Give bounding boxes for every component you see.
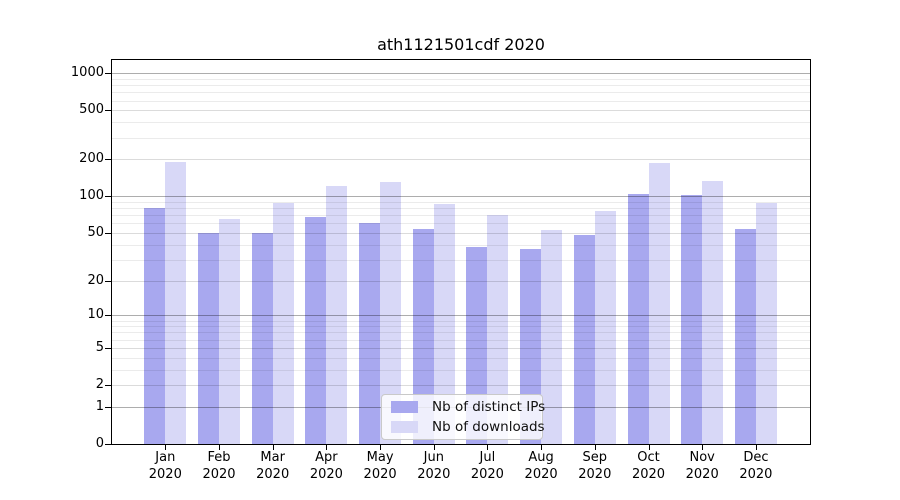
x-tick-mar <box>272 444 274 450</box>
bars-layer <box>112 60 810 444</box>
x-tick-oct <box>648 444 650 450</box>
bar-distinct-ips-may <box>359 222 381 444</box>
x-tick-apr <box>326 444 328 450</box>
bar-downloads-nov <box>702 181 724 444</box>
x-tick-jun <box>433 444 435 450</box>
bar-downloads-feb <box>218 219 240 444</box>
x-tick-label-jun: Jun 2020 <box>417 450 451 482</box>
bar-downloads-mar <box>272 202 294 444</box>
x-tick-label-oct: Oct 2020 <box>631 450 666 482</box>
bar-distinct-ips-apr <box>305 216 327 444</box>
bar-downloads-dec <box>755 203 777 444</box>
bar-distinct-ips-feb <box>197 233 219 444</box>
y-tick-10 <box>105 315 111 317</box>
y-tick-label-1: 1 <box>95 398 104 414</box>
x-tick-may <box>380 444 382 450</box>
bar-distinct-ips-jan <box>144 207 166 444</box>
legend-swatch-downloads <box>391 420 418 433</box>
x-tick-label-jul: Jul 2020 <box>470 450 504 482</box>
y-tick-200 <box>105 159 111 161</box>
bar-downloads-jun <box>433 203 455 444</box>
legend: Nb of distinct IPs Nb of downloads <box>381 394 546 440</box>
y-tick-1000 <box>105 73 111 75</box>
x-tick-label-sep: Sep 2020 <box>578 450 612 482</box>
bar-distinct-ips-jun <box>412 229 434 444</box>
x-tick-label-dec: Dec 2020 <box>739 450 773 482</box>
y-tick-label-10: 10 <box>87 307 104 323</box>
y-tick-0 <box>105 444 111 445</box>
bar-downloads-oct <box>648 163 670 444</box>
x-tick-jan <box>165 444 167 450</box>
y-tick-label-20: 20 <box>87 272 104 288</box>
x-tick-dec <box>755 444 757 450</box>
x-tick-feb <box>219 444 220 450</box>
bar-distinct-ips-nov <box>681 195 703 444</box>
x-tick-aug <box>541 444 543 450</box>
bar-downloads-may <box>380 182 402 444</box>
y-tick-label-500: 500 <box>79 102 104 118</box>
y-tick-100 <box>105 196 111 198</box>
bar-downloads-jan <box>165 162 187 444</box>
x-tick-label-aug: Aug 2020 <box>524 450 558 482</box>
y-tick-label-100: 100 <box>79 188 104 204</box>
chart-title: ath1121501cdf 2020 <box>377 35 545 54</box>
y-tick-2 <box>105 385 111 387</box>
x-tick-label-nov: Nov 2020 <box>685 450 719 482</box>
x-tick-label-may: May 2020 <box>363 450 397 482</box>
legend-item-downloads: Nb of downloads <box>391 418 545 435</box>
y-tick-label-5: 5 <box>95 339 104 355</box>
x-tick-sep <box>594 444 596 450</box>
plot-area <box>111 59 811 445</box>
x-tick-label-apr: Apr 2020 <box>309 450 343 482</box>
bar-downloads-aug <box>541 230 563 444</box>
y-tick-50 <box>105 233 111 234</box>
y-tick-500 <box>105 110 111 112</box>
y-tick-label-0: 0 <box>95 436 104 451</box>
x-tick-nov <box>702 444 704 450</box>
y-tick-label-1000: 1000 <box>70 65 104 81</box>
y-tick-label-50: 50 <box>87 225 104 240</box>
legend-label-downloads: Nb of downloads <box>432 418 545 435</box>
legend-swatch-distinct-ips <box>391 401 418 414</box>
y-tick-1 <box>105 406 111 408</box>
bar-distinct-ips-sep <box>573 235 595 444</box>
legend-item-distinct-ips: Nb of distinct IPs <box>391 399 546 416</box>
x-tick-label-feb: Feb 2020 <box>202 450 236 482</box>
y-tick-5 <box>105 347 111 349</box>
x-tick-label-jan: Jan 2020 <box>148 450 182 482</box>
bar-downloads-jul <box>487 215 509 444</box>
bar-distinct-ips-oct <box>627 194 649 444</box>
bar-downloads-sep <box>594 210 616 444</box>
y-tick-label-200: 200 <box>79 151 104 167</box>
x-tick-jul <box>487 444 489 450</box>
y-tick-20 <box>105 280 111 282</box>
bar-distinct-ips-mar <box>251 233 273 444</box>
legend-label-distinct-ips: Nb of distinct IPs <box>432 399 546 416</box>
bar-distinct-ips-dec <box>734 229 756 444</box>
bar-downloads-apr <box>326 185 348 444</box>
y-tick-label-2: 2 <box>95 377 104 393</box>
x-tick-label-mar: Mar 2020 <box>256 450 290 482</box>
